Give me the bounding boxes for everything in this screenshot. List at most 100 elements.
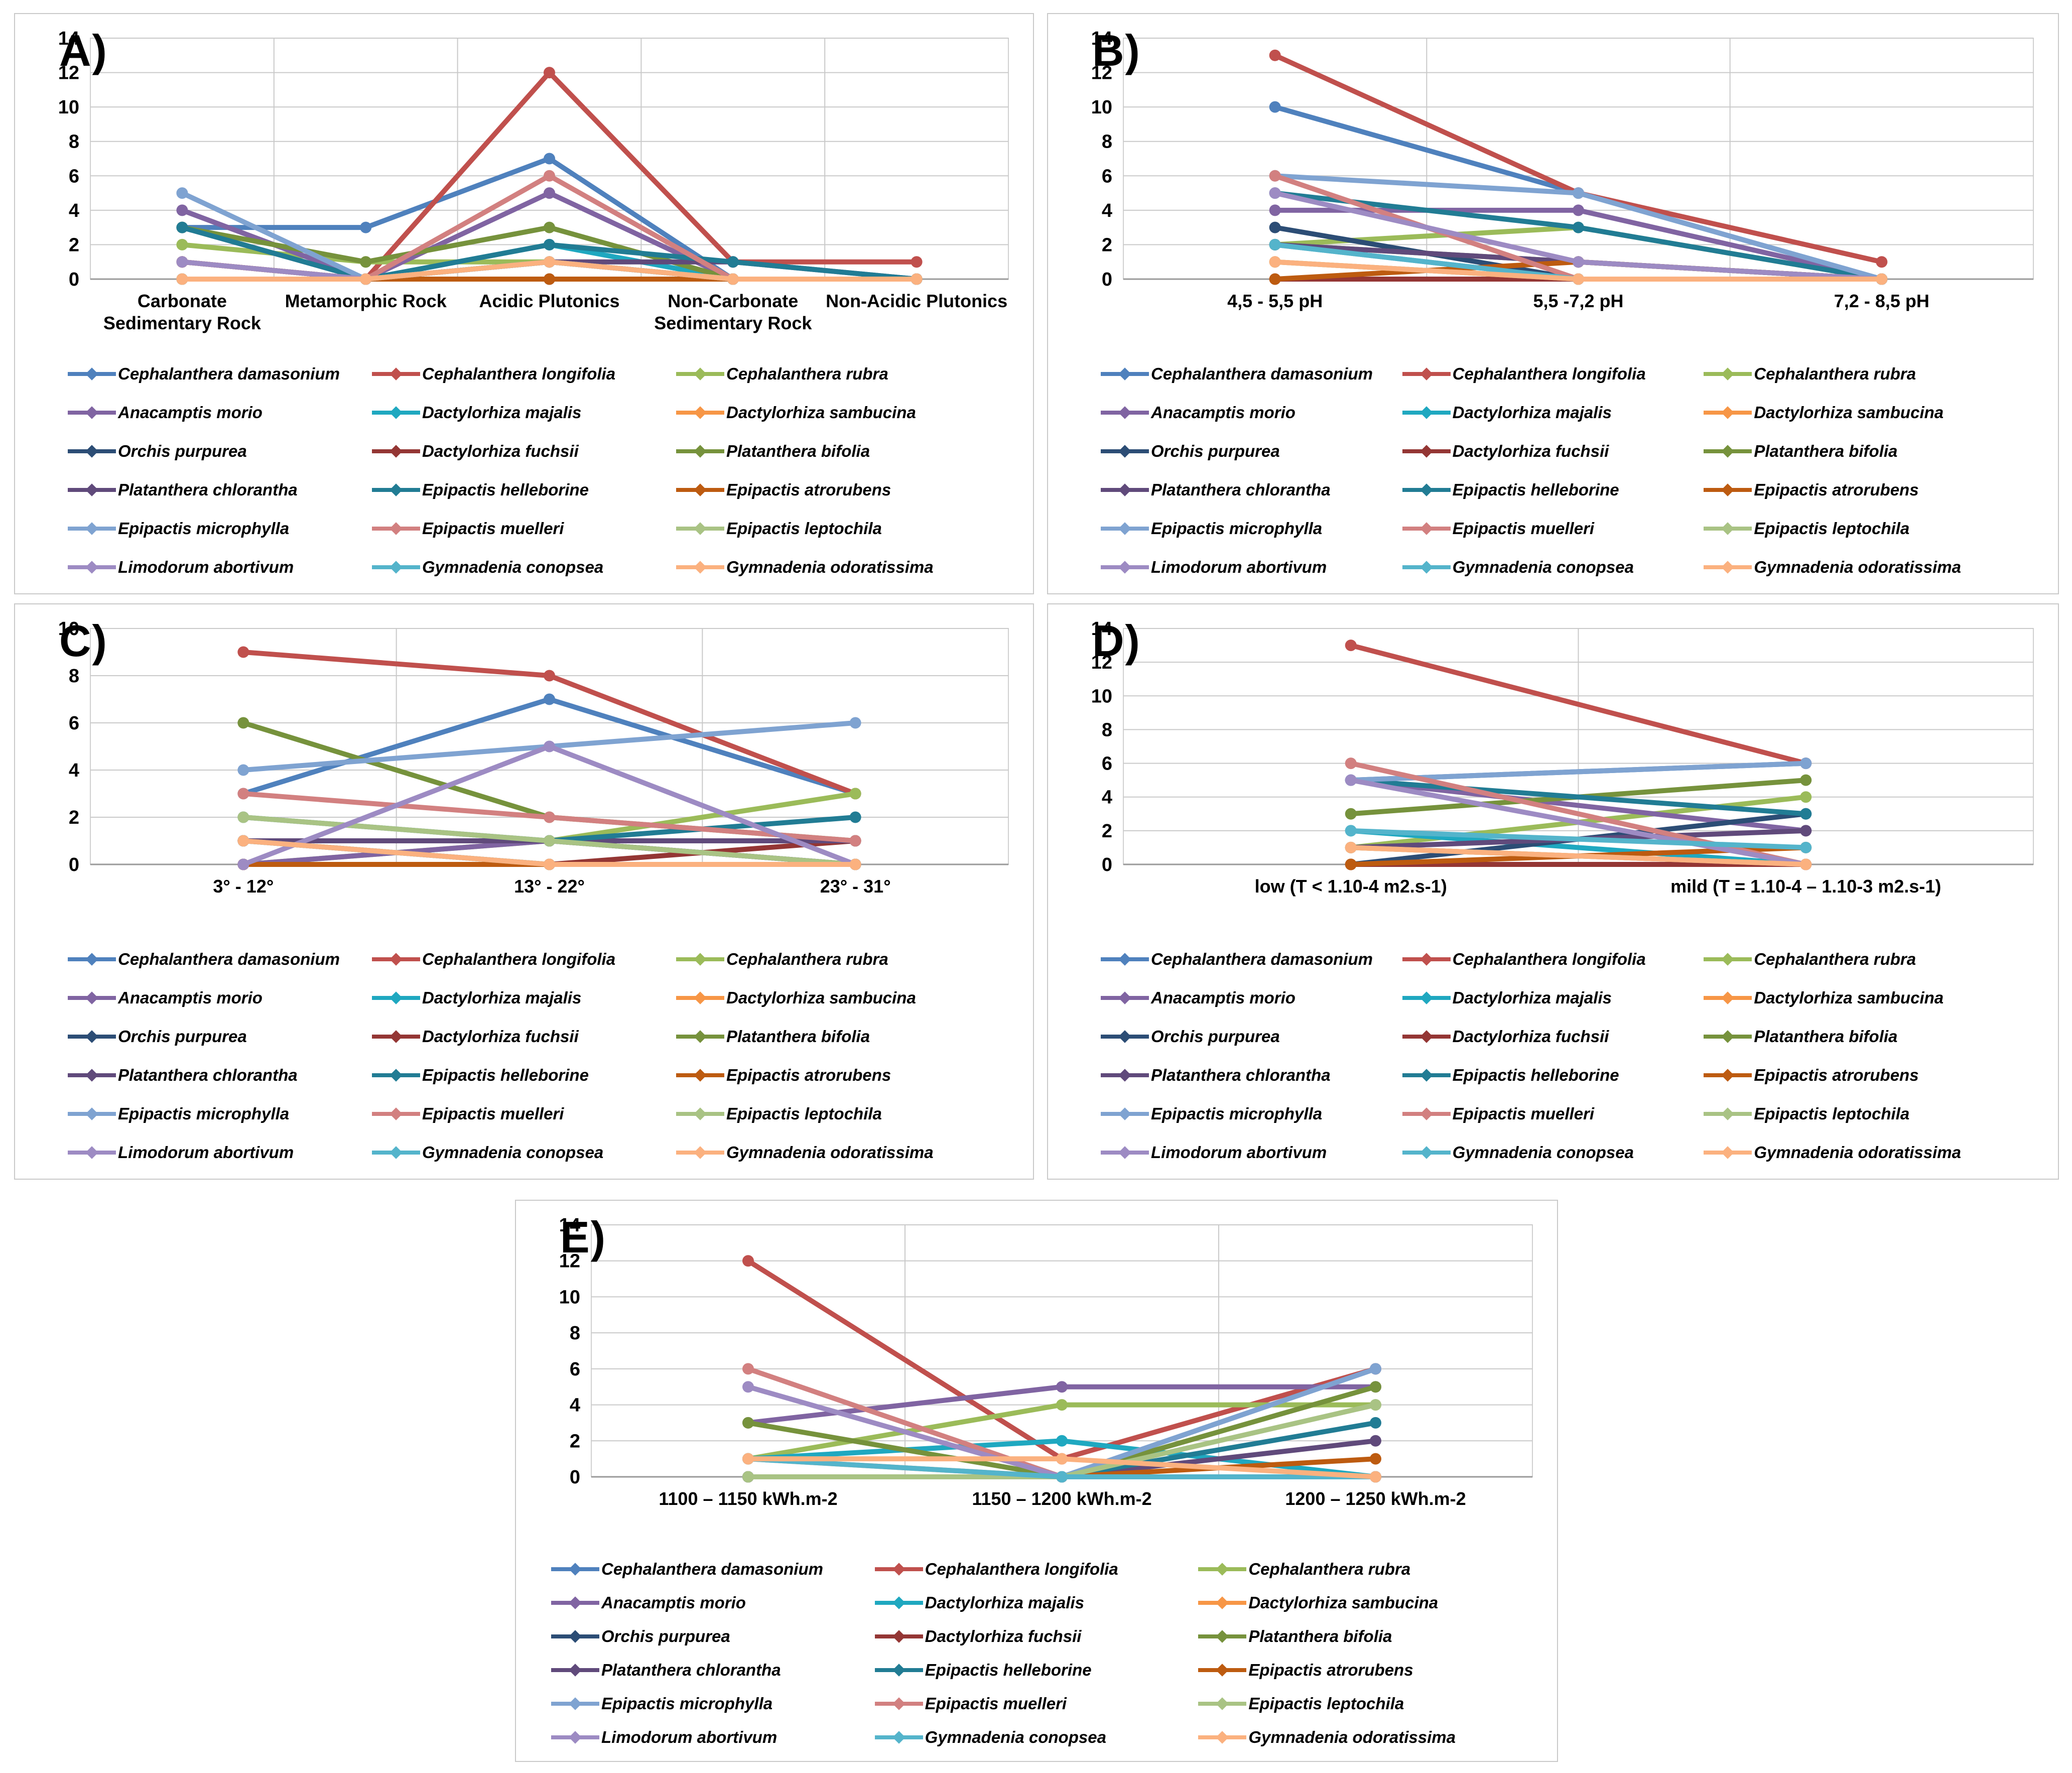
data-point-marker xyxy=(849,717,861,729)
legend-species-name: Dactylorhiza fuchsii xyxy=(422,441,579,460)
legend-c: Cephalanthera damasonium Cephalanthera lo… xyxy=(15,940,1033,1177)
legend-species-name: Gymnadenia conopsea xyxy=(422,1143,604,1162)
legend-species-name: Limodorum abortivum xyxy=(118,1143,294,1162)
data-point-marker xyxy=(544,153,555,165)
legend-species-name: Epipactis atrorubens xyxy=(1248,1660,1413,1679)
data-point-marker xyxy=(742,1417,754,1429)
legend-line-marker-icon xyxy=(68,367,116,381)
data-point-marker xyxy=(544,256,555,268)
legend-species-name: Dactylorhiza sambucina xyxy=(1248,1593,1439,1612)
data-point-marker xyxy=(1269,49,1281,61)
legend-item: Cephalanthera rubra xyxy=(1704,940,2005,978)
legend-line-marker-icon xyxy=(676,1107,724,1120)
legend-species-name: Cephalanthera longifolia xyxy=(925,1559,1118,1578)
y-tick-label: 2 xyxy=(570,1431,580,1452)
legend-item: Dactylorhiza fuchsii xyxy=(372,432,676,470)
panel-a: A) 0 2 4 6 8 10 12 14 Carbonate Sedimentary Rock Me… xyxy=(14,13,1034,594)
legend-line-marker-icon xyxy=(551,1629,599,1643)
x-category-label: Non-Acidic Plutonics xyxy=(826,291,1007,311)
data-point-marker xyxy=(849,811,861,823)
y-tick-label: 12 xyxy=(58,63,79,84)
legend-item: Anacamptis morio xyxy=(68,393,372,432)
data-point-marker xyxy=(1056,1435,1068,1447)
legend-item: Cephalanthera damasonium xyxy=(1101,940,1402,978)
legend-species-name: Platanthera bifolia xyxy=(1754,1027,1898,1046)
x-category-label: 1200 – 1250 kWh.m-2 xyxy=(1285,1488,1466,1509)
legend-item: Epipactis atrorubens xyxy=(676,470,980,509)
data-point-marker xyxy=(360,256,372,268)
legend-species-name: Orchis purpurea xyxy=(1151,1027,1280,1046)
panel-label-c: C) xyxy=(59,616,108,666)
legend-species-name: Anacamptis morio xyxy=(1151,988,1296,1007)
legend-item: Cephalanthera longifolia xyxy=(874,1552,1199,1586)
legend-species-name: Platanthera chlorantha xyxy=(601,1660,781,1679)
legend-species-name: Cephalanthera damasonium xyxy=(118,364,340,383)
data-point-marker xyxy=(360,273,372,285)
legend-a: Cephalanthera damasonium Cephalanthera lo… xyxy=(15,354,1033,591)
legend-item: Epipactis microphylla xyxy=(1101,1094,1402,1133)
data-point-marker xyxy=(1269,170,1281,182)
data-point-marker xyxy=(742,1363,754,1375)
legend-item: Cephalanthera longifolia xyxy=(372,940,676,978)
y-tick-label: 12 xyxy=(1091,652,1112,673)
legend-line-marker-icon xyxy=(1402,483,1451,496)
legend-species-name: Cephalanthera damasonium xyxy=(118,949,340,968)
legend-item: Cephalanthera longifolia xyxy=(1402,940,1704,978)
legend-species-name: Limodorum abortivum xyxy=(118,557,294,576)
y-tick-label: 10 xyxy=(1091,97,1112,118)
y-tick-label: 8 xyxy=(1102,719,1112,740)
data-point-marker xyxy=(544,693,555,705)
legend-item: Epipactis atrorubens xyxy=(676,1056,980,1094)
data-point-marker xyxy=(1269,221,1281,233)
legend-line-marker-icon xyxy=(874,1663,923,1677)
x-category-label: 1150 – 1200 kWh.m-2 xyxy=(972,1488,1151,1509)
plot-area-border xyxy=(1123,38,2034,280)
data-point-marker xyxy=(1370,1399,1381,1411)
legend-line-marker-icon xyxy=(1101,1107,1149,1120)
legend-species-name: Cephalanthera longifolia xyxy=(422,949,616,968)
legend-item: Dactylorhiza majalis xyxy=(372,978,676,1017)
legend-line-marker-icon xyxy=(68,1146,116,1159)
series-line xyxy=(1348,761,1808,867)
data-point-marker xyxy=(544,670,555,682)
data-point-marker xyxy=(1370,1471,1381,1483)
data-point-marker xyxy=(1345,858,1357,870)
legend-species-name: Epipactis leptochila xyxy=(1248,1694,1404,1713)
legend-line-marker-icon xyxy=(68,483,116,496)
legend-species-name: Cephalanthera rubra xyxy=(726,364,888,383)
legend-line-marker-icon xyxy=(1198,1697,1247,1710)
legend-item: Dactylorhiza sambucina xyxy=(1704,978,2005,1017)
data-point-marker xyxy=(1800,825,1812,837)
legend-species-name: Epipactis helleborine xyxy=(1452,480,1619,499)
legend-species-name: Epipactis leptochila xyxy=(1754,519,1910,538)
legend-species-name: Cephalanthera damasonium xyxy=(601,1559,823,1578)
legend-species-name: Cephalanthera damasonium xyxy=(1151,364,1373,383)
data-point-marker xyxy=(1370,1435,1381,1447)
legend-item: Dactylorhiza majalis xyxy=(1402,393,1704,432)
legend-line-marker-icon xyxy=(1402,991,1451,1004)
legend-item: Platanthera chlorantha xyxy=(68,1056,372,1094)
legend-item: Cephalanthera damasonium xyxy=(551,1552,875,1586)
legend-species-name: Gymnadenia odoratissima xyxy=(726,1143,934,1162)
legend-line-marker-icon xyxy=(676,991,724,1004)
legend-species-name: Epipactis muelleri xyxy=(1452,1104,1595,1123)
legend-item: Platanthera bifolia xyxy=(1704,432,2005,470)
series-line xyxy=(1348,828,1808,867)
data-point-marker xyxy=(544,740,555,752)
legend-species-name: Platanthera chlorantha xyxy=(1151,480,1331,499)
y-tick-label: 12 xyxy=(559,1251,580,1272)
x-category-label: Metamorphic Rock xyxy=(285,291,447,311)
legend-item: Epipactis microphylla xyxy=(68,1094,372,1133)
legend-item: Dactylorhiza fuchsii xyxy=(1402,1017,1704,1056)
legend-line-marker-icon xyxy=(551,1596,599,1609)
data-point-marker xyxy=(237,646,249,658)
y-tick-label: 14 xyxy=(559,1215,580,1236)
y-tick-label: 14 xyxy=(1091,28,1112,49)
legend-item: Cephalanthera damasonium xyxy=(1101,354,1402,393)
data-point-marker xyxy=(1345,774,1357,786)
legend-species-name: Dactylorhiza fuchsii xyxy=(422,1027,579,1046)
legend-item: Gymnadenia odoratissima xyxy=(676,548,980,586)
x-category-label: Sedimentary Rock xyxy=(654,313,812,333)
legend-species-name: Cephalanthera rubra xyxy=(1754,949,1916,968)
data-point-marker xyxy=(176,204,188,216)
